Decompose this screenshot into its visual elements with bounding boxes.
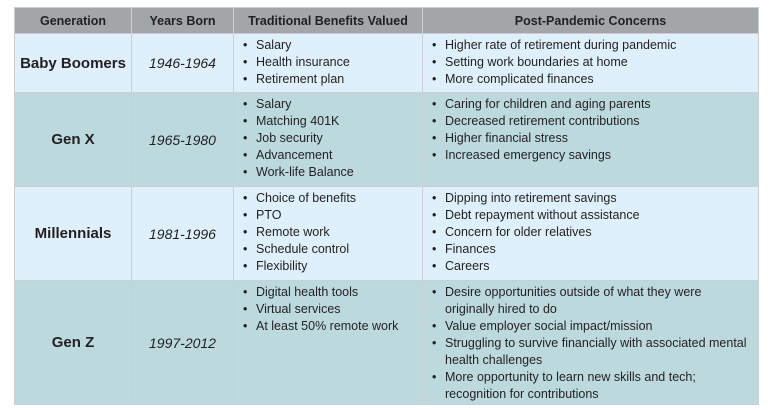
benefits-list: Digital health toolsVirtual servicesAt l… (234, 284, 422, 335)
generation-cell: Baby Boomers (14, 33, 132, 93)
header-cell: Traditional Benefits Valued (233, 7, 423, 34)
bullet-item: Digital health tools (243, 284, 414, 301)
bullet-item: Health insurance (243, 54, 414, 71)
concerns-list: Higher rate of retirement during pandemi… (423, 37, 758, 88)
benefits-list: Choice of benefitsPTORemote workSchedule… (234, 190, 422, 275)
generation-cell: Gen X (14, 92, 132, 187)
benefits-cell: SalaryHealth insuranceRetirement plan (233, 33, 423, 93)
concerns-list: Dipping into retirement savingsDebt repa… (423, 190, 758, 275)
header-row: Generation Years Born Traditional Benefits… (14, 7, 759, 34)
bullet-item: Virtual services (243, 301, 414, 318)
bullet-item: Higher rate of retirement during pandemi… (432, 37, 750, 54)
years-cell: 1997-2012 (131, 280, 234, 405)
benefits-cell: Choice of benefitsPTORemote workSchedule… (233, 186, 423, 281)
bullet-item: Remote work (243, 224, 414, 241)
concerns-cell: Desire opportunities outside of what the… (422, 280, 759, 405)
bullet-item: Caring for children and aging parents (432, 96, 750, 113)
bullet-item: Flexibility (243, 258, 414, 275)
header-cell: Generation (14, 7, 132, 34)
bullet-item: Decreased retirement contributions (432, 113, 750, 130)
bullet-item: Schedule control (243, 241, 414, 258)
concerns-cell: Dipping into retirement savingsDebt repa… (422, 186, 759, 281)
bullet-item: Salary (243, 37, 414, 54)
bullet-item: Work-life Balance (243, 164, 414, 181)
benefits-list: SalaryMatching 401KJob securityAdvanceme… (234, 96, 422, 181)
header-cell: Years Born (131, 7, 234, 34)
benefits-list: SalaryHealth insuranceRetirement plan (234, 37, 422, 88)
bullet-item: Retirement plan (243, 71, 414, 88)
concerns-list: Desire opportunities outside of what the… (423, 284, 758, 403)
concerns-cell: Caring for children and aging parentsDec… (422, 92, 759, 187)
bullet-item: Job security (243, 130, 414, 147)
bullet-item: Finances (432, 241, 750, 258)
bullet-item: Setting work boundaries at home (432, 54, 750, 71)
bullet-item: Choice of benefits (243, 190, 414, 207)
bullet-item: Struggling to survive financially with a… (432, 335, 750, 369)
concerns-cell: Higher rate of retirement during pandemi… (422, 33, 759, 93)
bullet-item: More opportunity to learn new skills and… (432, 369, 750, 403)
bullet-item: At least 50% remote work (243, 318, 414, 335)
bullet-item: More complicated finances (432, 71, 750, 88)
bullet-item: Increased emergency savings (432, 147, 750, 164)
header-cell: Post-Pandemic Concerns (422, 7, 759, 34)
generation-cell: Millennials (14, 186, 132, 281)
bullet-item: Salary (243, 96, 414, 113)
benefits-cell: Digital health toolsVirtual servicesAt l… (233, 280, 423, 405)
years-cell: 1946-1964 (131, 33, 234, 93)
bullet-item: Higher financial stress (432, 130, 750, 147)
generations-table: Generation Years Born Traditional Benefits… (14, 7, 759, 405)
benefits-cell: SalaryMatching 401KJob securityAdvanceme… (233, 92, 423, 187)
bullet-item: Advancement (243, 147, 414, 164)
bullet-item: Dipping into retirement savings (432, 190, 750, 207)
bullet-item: Careers (432, 258, 750, 275)
bullet-item: Value employer social impact/mission (432, 318, 750, 335)
bullet-item: Concern for older relatives (432, 224, 750, 241)
bullet-item: Debt repayment without assistance (432, 207, 750, 224)
bullet-item: Matching 401K (243, 113, 414, 130)
bullet-item: Desire opportunities outside of what the… (432, 284, 750, 318)
years-cell: 1965-1980 (131, 92, 234, 187)
years-cell: 1981-1996 (131, 186, 234, 281)
concerns-list: Caring for children and aging parentsDec… (423, 96, 758, 164)
generation-cell: Gen Z (14, 280, 132, 405)
bullet-item: PTO (243, 207, 414, 224)
